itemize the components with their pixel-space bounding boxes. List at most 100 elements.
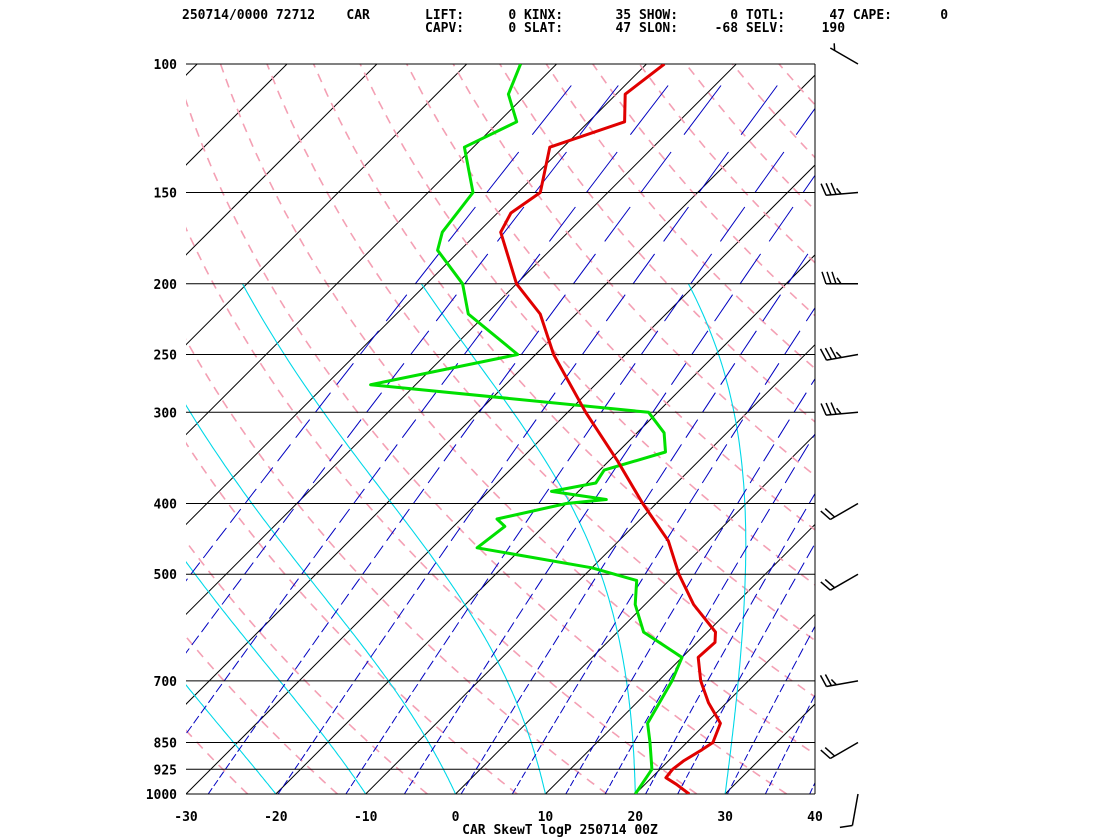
mixing-ratio-segment <box>419 762 425 770</box>
mixing-ratio-segment <box>498 635 506 646</box>
mixing-ratio-segment <box>405 694 411 704</box>
mixing-ratio-segment <box>594 735 600 743</box>
mixing-ratio-segment <box>450 527 461 542</box>
mixing-ratio-segment <box>567 444 580 462</box>
mixing-ratio-segment <box>604 206 631 242</box>
mixing-ratio-segment <box>866 763 869 769</box>
wind-barb-staff <box>829 47 859 65</box>
mixing-ratio-segment <box>667 608 675 619</box>
idx-slon-value: -68 <box>714 21 739 36</box>
wind-barb <box>839 793 859 829</box>
mixing-ratio-segment <box>764 622 772 633</box>
mixing-ratio-segment <box>655 467 667 484</box>
mixing-ratio-segment <box>100 763 105 769</box>
dry-adiabat-line <box>0 64 158 794</box>
mixing-ratio-segment <box>694 753 700 761</box>
mixing-ratio-segment <box>544 648 552 658</box>
mixing-ratio-segment <box>644 562 653 575</box>
mixing-ratio-segment <box>370 648 378 658</box>
wind-barb-full-feather <box>819 348 828 361</box>
mixing-ratio-segment <box>149 695 155 703</box>
mixing-ratio-segment <box>817 772 820 778</box>
mixing-ratio-segment <box>312 467 326 484</box>
mixing-ratio-segment <box>224 762 231 770</box>
wind-barb-full-feather <box>824 578 836 589</box>
wind-barb-half-feather <box>830 678 837 686</box>
mixing-ratio-segment <box>885 295 902 321</box>
mixing-ratio-segment <box>600 725 606 734</box>
mixing-ratio-segment <box>211 608 220 619</box>
mixing-ratio-segment <box>714 527 724 542</box>
mixing-ratio-segment <box>663 206 689 242</box>
mixing-ratio-segment <box>797 648 804 658</box>
mixing-ratio-segment <box>772 488 783 504</box>
idx-kinx-name: KINX: <box>523 8 564 23</box>
isotherm-line <box>186 64 647 526</box>
pressure-tick-label: 400 <box>154 498 178 513</box>
mixing-ratio-segment <box>780 593 788 605</box>
mixing-ratio-segment <box>658 762 663 770</box>
mixing-ratio-segment <box>167 754 172 760</box>
mixing-ratio-segment <box>451 622 460 633</box>
mixing-ratio-segment <box>802 174 815 193</box>
mixing-ratio-segment <box>559 705 566 714</box>
mixing-ratio-segment <box>277 787 283 794</box>
mixing-ratio-segment <box>852 295 869 321</box>
mixing-ratio-segment <box>704 608 712 619</box>
mixing-ratio-segment <box>378 735 385 743</box>
mixing-ratio-segment <box>690 762 695 770</box>
mixing-ratio-segment <box>294 762 300 770</box>
mixing-ratio-segment <box>843 563 849 575</box>
mixing-ratio-segment <box>874 745 877 752</box>
wind-barb-full-feather <box>824 347 833 360</box>
dry-adiabat-line <box>312 64 815 642</box>
mixing-ratio-segment <box>569 608 577 619</box>
mixing-ratio-segment <box>946 509 953 523</box>
mixing-ratio-segment <box>107 754 112 760</box>
mixing-ratio-segment <box>725 508 735 523</box>
mixing-ratio-segment <box>601 635 608 646</box>
mixing-ratio-segment <box>574 771 579 778</box>
mixing-ratio-segment <box>545 294 566 322</box>
mixing-ratio-segment <box>668 744 673 752</box>
mixing-ratio-segment <box>443 635 451 646</box>
mixing-ratio-segment <box>605 294 626 322</box>
idx-lift-name: LIFT: <box>425 8 465 23</box>
pressure-tick-label: 925 <box>154 763 177 778</box>
mixing-ratio-segment <box>703 545 713 559</box>
mixing-ratio-segment <box>340 593 350 605</box>
mixing-ratio-segment <box>731 779 735 787</box>
mixing-ratio-segment <box>663 753 668 761</box>
mixing-ratio-segment <box>739 762 744 770</box>
mixing-ratio-segment <box>768 779 773 787</box>
mixing-ratio-segment <box>849 152 877 193</box>
wind-barb-full-feather <box>830 402 837 415</box>
mixing-ratio-segment <box>968 331 982 355</box>
mixing-ratio-segment <box>470 771 476 778</box>
mixing-ratio-segment <box>698 151 729 193</box>
mixing-ratio-segment <box>50 754 55 760</box>
mixing-ratio-segment <box>463 330 483 355</box>
mixing-ratio-segment <box>880 363 893 384</box>
wind-barb-full-feather <box>820 749 831 760</box>
mixing-ratio-segment <box>767 562 776 575</box>
mixing-ratio-segment <box>685 419 699 438</box>
mixing-ratio-segment <box>313 545 324 559</box>
mixing-ratio-segment <box>119 661 126 670</box>
mixing-ratio-segment <box>628 744 633 752</box>
mixing-ratio-segment <box>362 562 372 575</box>
wind-barb-staff <box>826 353 859 361</box>
mixing-ratio-segment <box>908 363 921 384</box>
mixing-ratio-segment <box>907 673 911 681</box>
mixing-ratio-segment <box>916 489 924 504</box>
mixing-ratio-segment <box>763 715 768 724</box>
mixing-ratio-segment <box>572 253 596 285</box>
mixing-ratio-segment <box>420 392 437 413</box>
mixing-ratio-segment <box>435 294 457 322</box>
dry-adiabat-line <box>1058 64 1120 794</box>
mixing-ratio-segment <box>408 779 414 787</box>
mixing-ratio-segment <box>244 488 257 504</box>
mixing-ratio-segment <box>739 545 749 559</box>
mixing-ratio-segment <box>213 779 219 787</box>
mixing-ratio-segment <box>925 636 930 645</box>
